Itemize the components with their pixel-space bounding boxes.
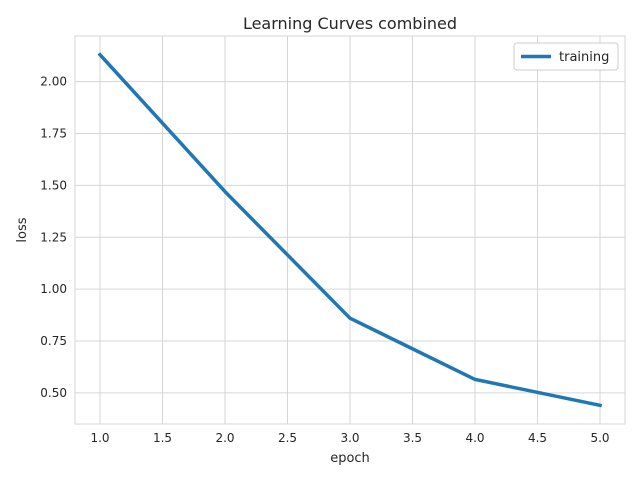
x-tick-label: 2.5 [278,431,297,445]
x-tick-label: 1.0 [90,431,109,445]
x-tick-labels: 1.0 1.5 2.0 2.5 3.0 3.5 4.0 4.5 5.0 [90,431,609,445]
series-layer [97,52,603,408]
x-tick-label: 4.5 [528,431,547,445]
y-axis-label: loss [15,217,30,242]
y-tick-labels: 0.50 0.75 1.00 1.25 1.50 1.75 2.00 [40,75,67,400]
x-axis-label: epoch [330,451,370,466]
y-tick-label: 1.00 [40,282,67,296]
y-tick-label: 1.50 [40,178,67,192]
chart-title: Learning Curves combined [243,14,457,33]
y-tick-label: 1.75 [40,127,67,141]
y-tick-label: 0.75 [40,334,67,348]
legend-box [513,42,619,71]
x-tick-label: 1.5 [153,431,172,445]
x-tick-label: 4.0 [465,431,484,445]
series-line-training [97,52,603,408]
y-tick-label: 1.25 [40,230,67,244]
y-tick-label: 0.50 [40,386,67,400]
plot-area [74,35,626,425]
legend-label-training: training [559,50,609,65]
x-tick-label: 2.0 [215,431,234,445]
grid [75,36,625,424]
legend: training [513,42,619,71]
x-tick-label: 3.5 [403,431,422,445]
x-tick-label: 5.0 [590,431,609,445]
x-tick-label: 3.0 [340,431,359,445]
y-tick-label: 2.00 [40,75,67,89]
